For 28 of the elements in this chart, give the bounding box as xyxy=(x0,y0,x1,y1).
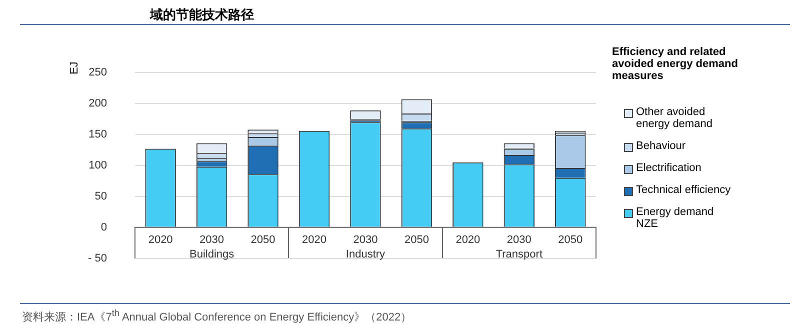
text: 资料来源：IEA《7$^{th}$ Annual Global Conference on Energy Efficiency》（2022） xyxy=(22,308,412,325)
y-tick-label: 150 xyxy=(88,128,107,141)
x-tick-label: 2050 xyxy=(250,234,276,246)
legend-label: Other avoided energy demand xyxy=(636,106,714,130)
annotation: Transport xyxy=(496,248,542,260)
x-tick-label: 2020 xyxy=(148,234,173,246)
x-tick-label: 2020 xyxy=(456,234,480,246)
y-tick-label: 200 xyxy=(88,98,107,110)
legend-title: Efficiency and related avoided energy demand measures xyxy=(612,46,739,82)
x-tick-label: 2030 xyxy=(200,234,224,246)
y-tick-label: 100 xyxy=(88,160,107,172)
y-tick-label: 50 xyxy=(94,190,107,202)
chart-title: 域的节能技术路径 xyxy=(150,7,254,24)
y-tick-label: 250 xyxy=(88,66,107,79)
x-tick-label: 2030 xyxy=(353,234,378,246)
legend-label: Electrification xyxy=(636,162,702,174)
legend-label: Energy demand NZE xyxy=(636,206,715,230)
annotation: Industry xyxy=(346,248,386,260)
x-tick-label: 2020 xyxy=(302,234,326,246)
annotation: Buildings xyxy=(189,248,235,260)
x-tick-label: 2050 xyxy=(558,234,583,246)
x-tick-label: 2050 xyxy=(404,234,429,246)
y-tick-label: 0 xyxy=(100,221,107,234)
y-axis-title: EJ xyxy=(68,62,80,74)
legend-label: Technical efficiency xyxy=(636,184,731,196)
y-tick-label: - 50 xyxy=(88,252,107,264)
x-tick-label: 2030 xyxy=(506,234,532,246)
legend-label: Behaviour xyxy=(636,140,687,152)
